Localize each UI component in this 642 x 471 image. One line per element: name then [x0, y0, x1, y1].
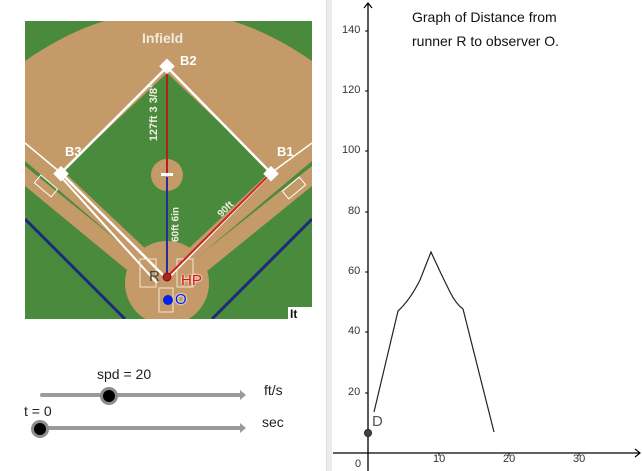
- panel-divider[interactable]: [326, 0, 332, 471]
- y-tick-20: 20: [348, 386, 361, 398]
- applet-left-panel: Infield B2 B3 B1 127ft 3 3/8" 60ft 6in 9…: [24, 21, 312, 438]
- observer-label: O: [175, 291, 187, 308]
- runner-label: R: [149, 268, 160, 285]
- t-slider-track[interactable]: [40, 426, 242, 430]
- slider-arrow-icon: [240, 423, 246, 433]
- infield-image: [25, 21, 312, 319]
- slider-arrow-icon: [240, 390, 246, 400]
- point-d-label: D: [372, 413, 383, 430]
- y-tick-60: 60: [348, 265, 361, 277]
- baseball-infield-diagram: Infield B2 B3 B1 127ft 3 3/8" 60ft 6in 9…: [25, 21, 312, 319]
- graphics-view[interactable]: Graph of Distance from runner R to obser…: [332, 0, 642, 471]
- spd-slider-knob[interactable]: [100, 387, 118, 405]
- infield-title: Infield: [142, 30, 184, 46]
- graph-title-line2: runner R to observer O.: [412, 33, 560, 49]
- x-tick-10: 10: [433, 453, 446, 465]
- t-slider-knob[interactable]: [31, 420, 49, 438]
- base-label-b3: B3: [65, 144, 82, 159]
- base-label-b2: B2: [180, 53, 197, 68]
- distance-graph: [333, 2, 641, 471]
- t-unit-label: sec: [262, 414, 284, 430]
- spd-slider-label: spd = 20: [97, 366, 152, 382]
- x-tick-20: 20: [503, 453, 516, 465]
- graph-title: Graph of Distance from runner R to obser…: [412, 5, 559, 53]
- y-tick-120: 120: [342, 84, 361, 96]
- x-tick-30: 30: [573, 453, 586, 465]
- caption-fragment: It is: [288, 307, 312, 319]
- pitch-distance-label: 60ft 6in: [170, 207, 182, 243]
- spd-slider-track[interactable]: [40, 393, 242, 397]
- y-tick-140: 140: [342, 24, 361, 36]
- y-tick-100: 100: [342, 144, 361, 156]
- spd-unit-label: ft/s: [264, 382, 283, 398]
- y-tick-80: 80: [348, 205, 361, 217]
- second-base-distance-label: 127ft 3 3/8": [148, 82, 160, 142]
- spd-slider[interactable]: [40, 385, 246, 405]
- home-plate-label: HP: [181, 272, 202, 289]
- y-tick-40: 40: [348, 325, 361, 337]
- t-slider[interactable]: [31, 418, 246, 438]
- origin-label: 0: [355, 458, 362, 470]
- base-label-b1: B1: [277, 144, 294, 159]
- graph-title-line1: Graph of Distance from: [412, 9, 557, 25]
- t-slider-label: t = 0: [24, 403, 52, 419]
